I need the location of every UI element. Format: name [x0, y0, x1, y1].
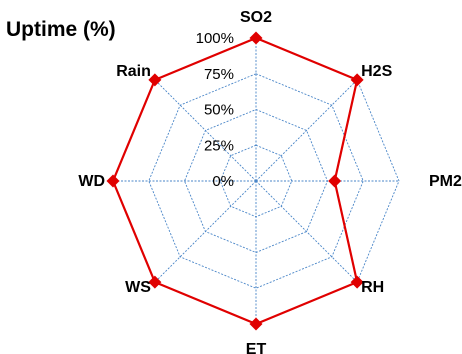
data-point-ws	[148, 275, 162, 289]
radar-series	[106, 31, 364, 331]
grid-spoke-3	[255, 180, 358, 283]
data-point-wd	[106, 174, 120, 188]
radar-axis-labels: SO2 H2S PM2.5 RH ET WS WD Rain	[78, 9, 462, 354]
radar-tick-labels: 0% 25% 50% 75% 100%	[196, 30, 234, 190]
axis-label-wd: WD	[78, 173, 105, 190]
data-point-pm2-5	[328, 174, 342, 188]
grid-spoke-7	[154, 79, 257, 182]
grid-spoke-5	[154, 180, 257, 283]
data-point-so2	[249, 31, 263, 45]
axis-label-rh: RH	[361, 279, 384, 296]
axis-label-ws: WS	[125, 279, 151, 296]
data-point-rain	[148, 73, 162, 87]
data-point-et	[249, 317, 263, 331]
tick-label-75: 75%	[204, 66, 234, 83]
tick-label-100: 100%	[196, 30, 234, 47]
data-point-rh	[350, 275, 364, 289]
tick-label-25: 25%	[204, 137, 234, 154]
grid-ring-75	[148, 73, 364, 289]
chart-title: Uptime (%)	[6, 18, 116, 41]
tick-label-50: 50%	[204, 102, 234, 119]
data-point-h2s	[350, 73, 364, 87]
axis-label-rain: Rain	[116, 63, 151, 80]
axis-label-so2: SO2	[240, 9, 272, 26]
axis-label-pm2-5: PM2.5	[429, 173, 462, 190]
tick-label-0: 0%	[212, 173, 234, 190]
axis-label-et: ET	[246, 341, 267, 354]
grid-spoke-1	[255, 79, 358, 182]
axis-label-h2s: H2S	[361, 63, 392, 80]
